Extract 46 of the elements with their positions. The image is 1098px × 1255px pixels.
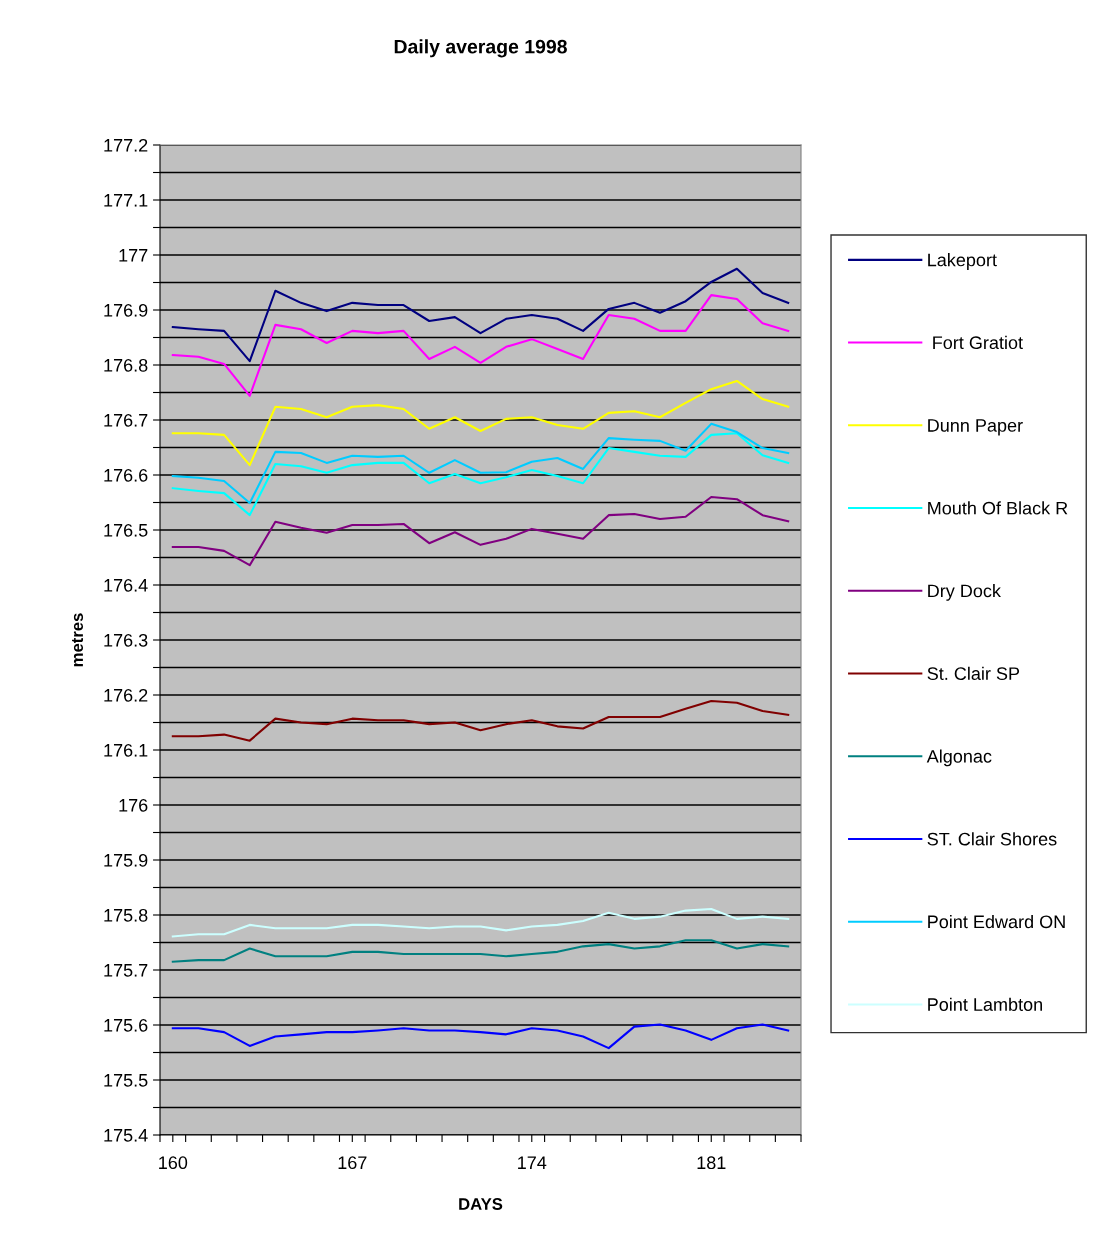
chart-title: Daily average 1998 [394, 39, 567, 58]
legend-label: Fort Gratiot [933, 335, 1023, 350]
line-series [171, 1023, 790, 1050]
legend-label: Point Lambton [928, 997, 1042, 1011]
legend-label: Dunn Paper [928, 419, 1023, 436]
line-series [171, 422, 790, 505]
y-tick-label: 175.4 [104, 1129, 148, 1142]
y-tick-label: 177 [119, 249, 148, 262]
x-tick-label: 174 [518, 1156, 547, 1169]
line-series [171, 294, 790, 397]
legend-label: Dry Dock [928, 584, 1001, 601]
y-tick-label: 175.7 [104, 964, 148, 977]
y-tick-label: 176.2 [104, 688, 148, 702]
y-tick-label: 177.1 [104, 194, 148, 207]
y-tick-label: 176.4 [104, 578, 148, 592]
y-tick-label: 176 [119, 798, 148, 812]
legend-label: Mouth Of Black R [928, 501, 1068, 515]
line-series [171, 432, 790, 517]
line-series [171, 939, 790, 963]
legend-label: Lakeport [928, 253, 997, 270]
y-tick-label: 176.5 [104, 523, 148, 537]
legend-label: St. Clair SP [927, 666, 1020, 681]
legend-label: Algonac [926, 749, 992, 767]
y-tick-label: 176.1 [104, 743, 148, 757]
x-tick-label: 181 [697, 1156, 726, 1170]
y-tick-label: 175.6 [104, 1018, 148, 1032]
y-tick-label: 176.8 [104, 358, 148, 372]
y-tick-label: 175.9 [104, 853, 148, 867]
x-tick-label: 167 [338, 1156, 367, 1170]
y-tick-label: 176.7 [104, 413, 148, 427]
line-series [171, 495, 790, 567]
x-axis-title: DAYS [459, 1198, 503, 1210]
y-tick-label: 175.8 [104, 908, 148, 922]
line-series [171, 267, 790, 363]
y-axis-title: metres [72, 613, 84, 667]
y-tick-label: 176.9 [104, 303, 148, 317]
y-tick-label: 176.3 [104, 633, 148, 647]
line-series [171, 379, 790, 467]
x-tick-label: 160 [159, 1156, 188, 1170]
legend-label: ST. Clair Shores [927, 832, 1057, 846]
y-tick-label: 177.2 [104, 138, 148, 152]
line-series [171, 700, 790, 742]
line-series [171, 907, 790, 938]
y-tick-label: 175.5 [104, 1074, 148, 1087]
y-tick-label: 176.6 [104, 468, 148, 482]
legend-label: Point Edward ON [928, 914, 1065, 929]
